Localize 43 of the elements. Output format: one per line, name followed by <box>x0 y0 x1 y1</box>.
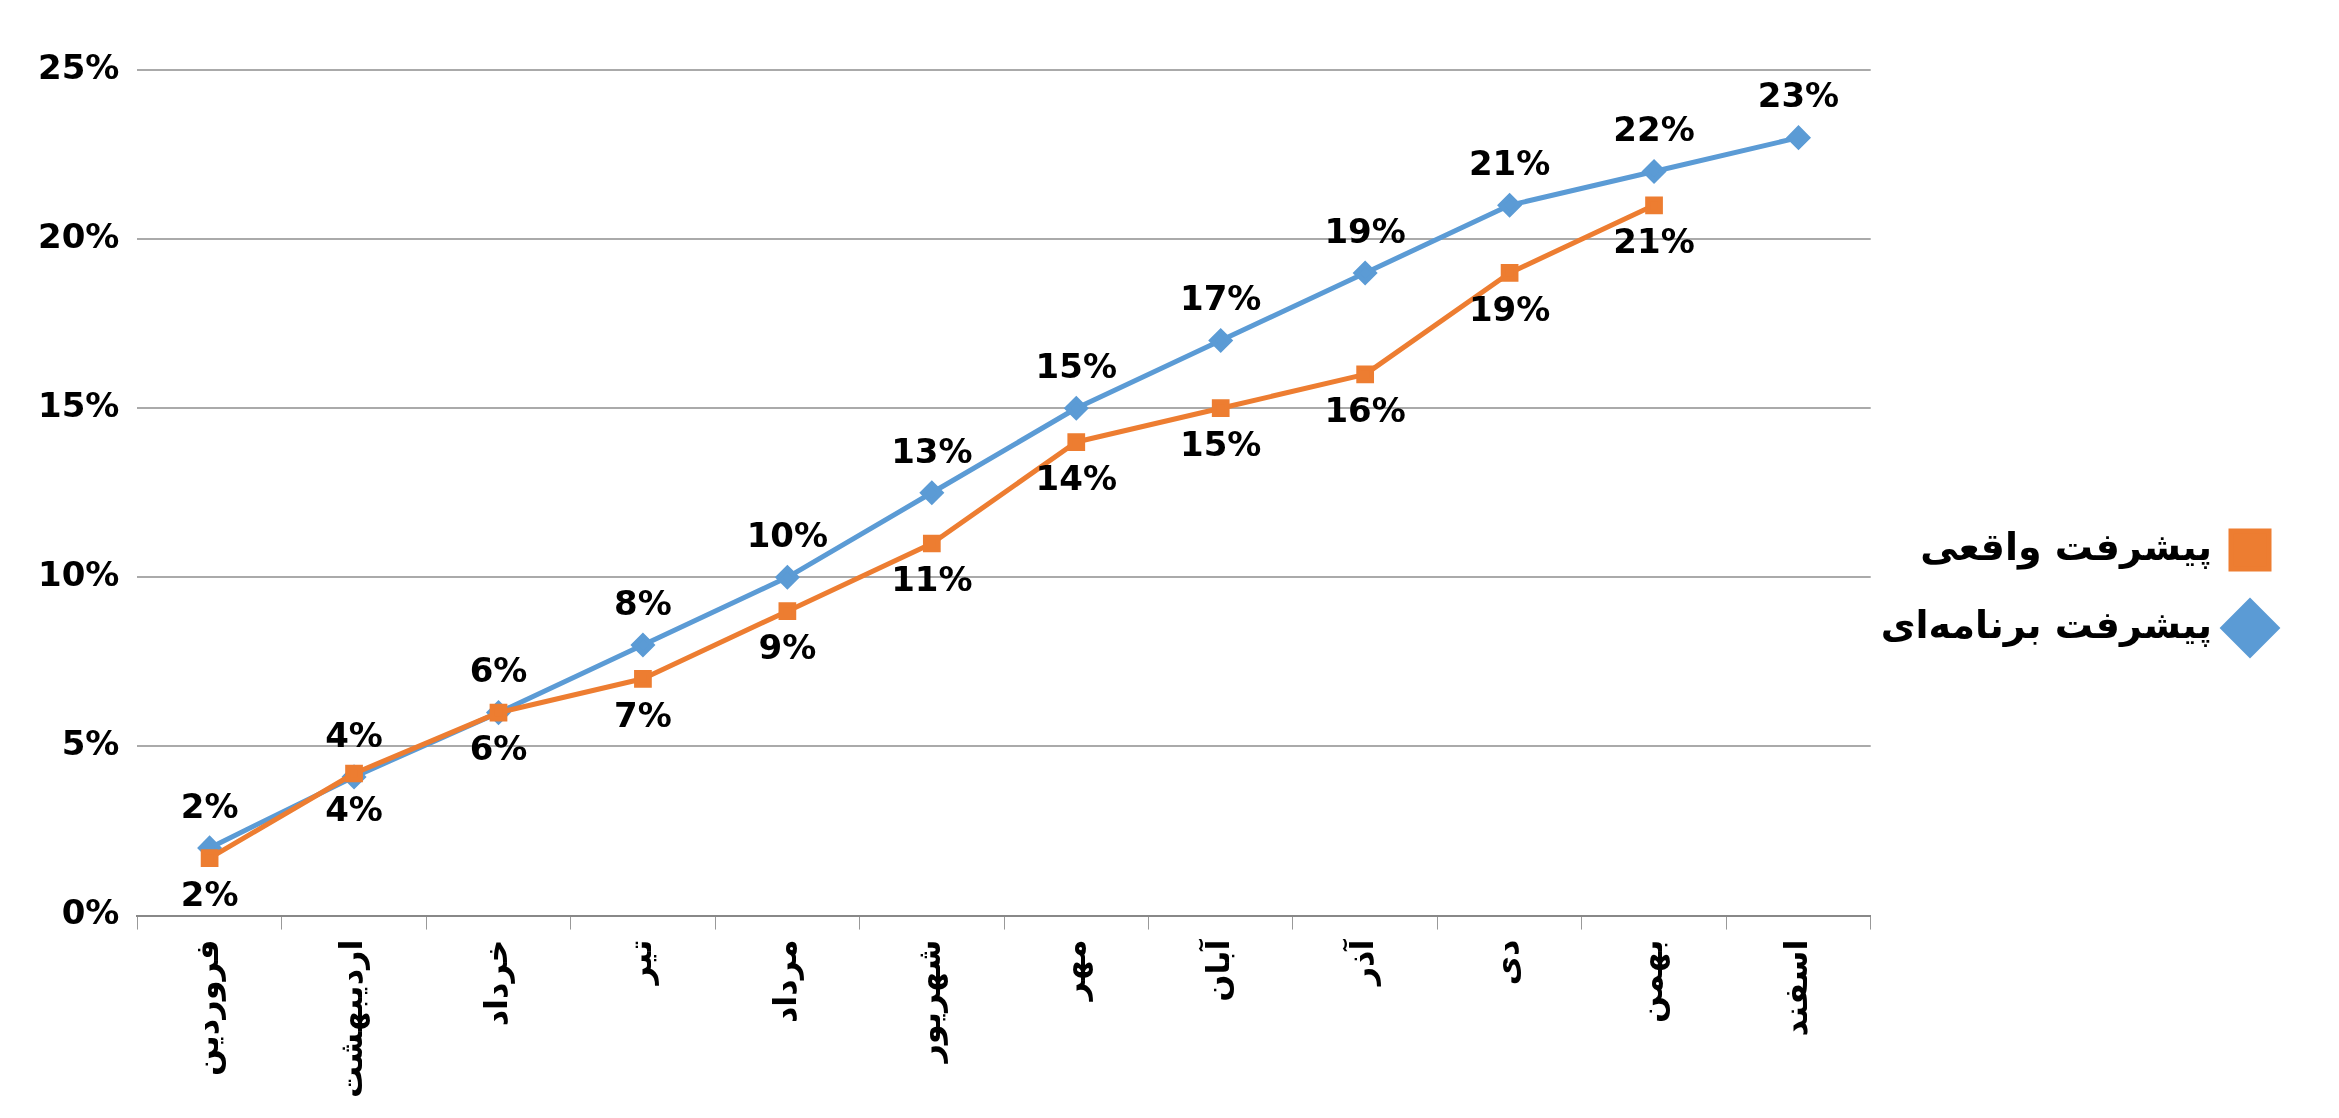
data-label: 22% <box>1613 109 1695 150</box>
data-label: 11% <box>891 559 973 600</box>
y-tick-label: 5% <box>61 723 120 764</box>
data-label: 19% <box>1468 288 1551 329</box>
x-tick-label: مهر <box>1054 939 1093 1003</box>
legend-label: پیشرفت واقعی <box>1920 524 2212 570</box>
data-label: 4% <box>325 714 383 755</box>
y-tick-label: 25% <box>37 46 120 87</box>
x-tick-label: آبان <box>1198 938 1238 1002</box>
data-label: 13% <box>891 430 973 471</box>
x-tick-label: خرداد <box>476 939 515 1027</box>
data-label: 2% <box>180 873 239 914</box>
data-label: 19% <box>1324 210 1406 251</box>
y-tick-label: 0% <box>61 892 120 933</box>
x-tick-label: فروردین <box>187 939 226 1076</box>
x-tick-label: آذر <box>1342 938 1382 988</box>
data-label: 8% <box>614 582 672 623</box>
x-tick-label: بهمن <box>1632 939 1671 1023</box>
legend-label: پیشرفت برنامه‌ای <box>1880 602 2212 647</box>
data-label: 14% <box>1035 457 1117 498</box>
data-label: 23% <box>1757 75 1840 116</box>
data-label: 21% <box>1468 143 1551 184</box>
data-label: 2% <box>180 785 239 826</box>
y-tick-label: 20% <box>37 215 120 256</box>
data-label: 10% <box>746 515 829 556</box>
x-tick-label: اردیبهشت <box>332 939 371 1098</box>
x-tick-label: مرداد <box>765 939 804 1024</box>
y-tick-label: 15% <box>37 385 120 426</box>
data-label: 15% <box>1180 424 1262 465</box>
data-label: 17% <box>1180 278 1262 319</box>
data-label: 6% <box>469 650 528 691</box>
data-label: 7% <box>614 694 672 735</box>
data-label: 4% <box>325 789 383 830</box>
x-tick-label: تیر <box>621 939 660 987</box>
data-label: 9% <box>758 626 817 667</box>
x-tick-label: دی <box>1487 939 1526 986</box>
x-tick-label: اسفند <box>1776 939 1815 1037</box>
y-tick-label: 10% <box>37 554 120 595</box>
data-label: 16% <box>1324 390 1406 431</box>
data-label: 15% <box>1035 346 1117 387</box>
data-label: 6% <box>469 728 528 769</box>
data-label: 21% <box>1613 221 1695 262</box>
x-tick-label: شهریور <box>910 939 949 1065</box>
